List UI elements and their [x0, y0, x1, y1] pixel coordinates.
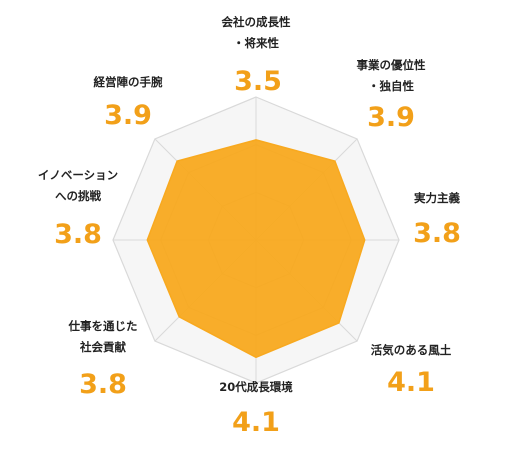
- axis-value-growth-20s: 4.1: [232, 407, 280, 438]
- axis-label-advantage: 事業の優位性 ・独自性: [356, 58, 426, 93]
- axis-label-social: 仕事を通じた 社会貢献: [68, 319, 138, 354]
- axis-value-meritocracy: 3.8: [413, 218, 461, 249]
- axis-value-growth: 3.5: [234, 66, 282, 97]
- axis-value-management: 3.9: [104, 100, 152, 131]
- axis-value-innovation: 3.8: [54, 219, 102, 250]
- axis-label-innovation: イノベーション への挑戦: [37, 168, 119, 203]
- axis-label-growth: 会社の成長性 ・将来性: [221, 15, 291, 50]
- axis-label-meritocracy: 実力主義: [414, 191, 460, 205]
- axis-value-social: 3.8: [79, 369, 127, 400]
- axis-label-growth-20s: 20代成長環境: [219, 380, 293, 394]
- axis-label-management: 経営陣の手腕: [93, 75, 163, 89]
- score-polygon: [146, 139, 366, 359]
- axis-label-culture: 活気のある風土: [370, 343, 452, 357]
- axis-value-culture: 4.1: [387, 367, 435, 398]
- axis-value-advantage: 3.9: [367, 102, 415, 133]
